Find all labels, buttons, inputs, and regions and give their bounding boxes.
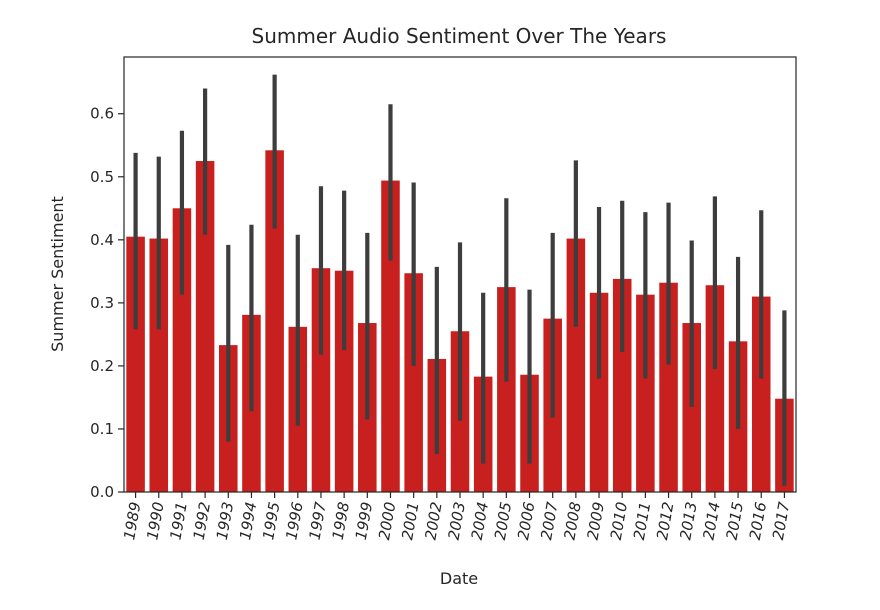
x-tick-label: 2014 [699, 501, 723, 542]
bar-1997 [311, 268, 331, 492]
x-tick-label: 1992 [190, 501, 214, 542]
bar-2014 [705, 285, 725, 492]
x-tick-label: 1990 [143, 501, 167, 542]
bar-1998 [334, 270, 354, 492]
x-tick-label: 2003 [445, 501, 469, 542]
x-tick-label: 2007 [537, 500, 561, 541]
x-tick-label: 1995 [259, 501, 283, 542]
x-tick-label: 1997 [306, 500, 330, 541]
x-tick-label: 2008 [560, 501, 584, 542]
x-tick-label: 1989 [120, 501, 144, 542]
plot-area: 0.00.10.20.30.40.50.61989199019911992199… [90, 56, 797, 542]
bar-2011 [636, 294, 655, 492]
x-tick-label: 1991 [167, 501, 191, 542]
x-tick-label: 2012 [653, 501, 677, 542]
bar-1995 [265, 150, 284, 493]
y-tick-label: 0.2 [90, 357, 114, 375]
bar-2010 [612, 278, 632, 492]
y-tick-label: 0.6 [90, 105, 114, 123]
x-tick-label: 2001 [398, 501, 422, 542]
x-tick-label: 2004 [468, 501, 492, 542]
x-axis-title: Date [440, 569, 478, 588]
x-tick-label: 2016 [746, 501, 770, 542]
chart-title: Summer Audio Sentiment Over The Years [252, 24, 667, 48]
y-tick-label: 0.4 [90, 231, 114, 249]
x-tick-label: 1994 [236, 501, 260, 542]
bar-1991 [172, 208, 192, 493]
x-tick-label: 2010 [607, 501, 631, 542]
x-tick-label: 2011 [630, 501, 654, 542]
bar-1990 [149, 238, 169, 492]
x-tick-label: 2002 [421, 501, 445, 542]
x-tick-label: 2005 [491, 501, 515, 542]
x-tick-label: 2013 [676, 501, 700, 542]
x-tick-label: 2000 [375, 501, 399, 542]
bar-2016 [751, 296, 771, 492]
x-tick-label: 1998 [329, 501, 353, 542]
y-tick-label: 0.1 [90, 420, 114, 438]
bar-1992 [195, 161, 215, 492]
y-tick-label: 0.3 [90, 294, 114, 312]
x-tick-label: 1996 [282, 501, 306, 542]
x-tick-label: 2017 [769, 500, 793, 541]
x-tick-label: 2006 [514, 501, 538, 542]
bar-2009 [589, 292, 609, 492]
bar-2012 [659, 282, 678, 492]
x-tick-label: 2015 [723, 501, 747, 542]
bar-1989 [126, 236, 145, 492]
x-tick-label: 2009 [584, 501, 608, 542]
bar-2005 [497, 287, 516, 492]
bar-2008 [566, 238, 586, 492]
y-tick-label: 0.5 [90, 168, 114, 186]
y-tick-label: 0.0 [90, 483, 114, 501]
y-axis-title: Summer Sentiment [48, 196, 67, 352]
x-tick-label: 1999 [352, 501, 376, 542]
bar-2013 [682, 323, 701, 492]
bar-2001 [404, 273, 423, 492]
bar-2000 [381, 180, 400, 492]
x-tick-label: 1993 [213, 501, 237, 542]
